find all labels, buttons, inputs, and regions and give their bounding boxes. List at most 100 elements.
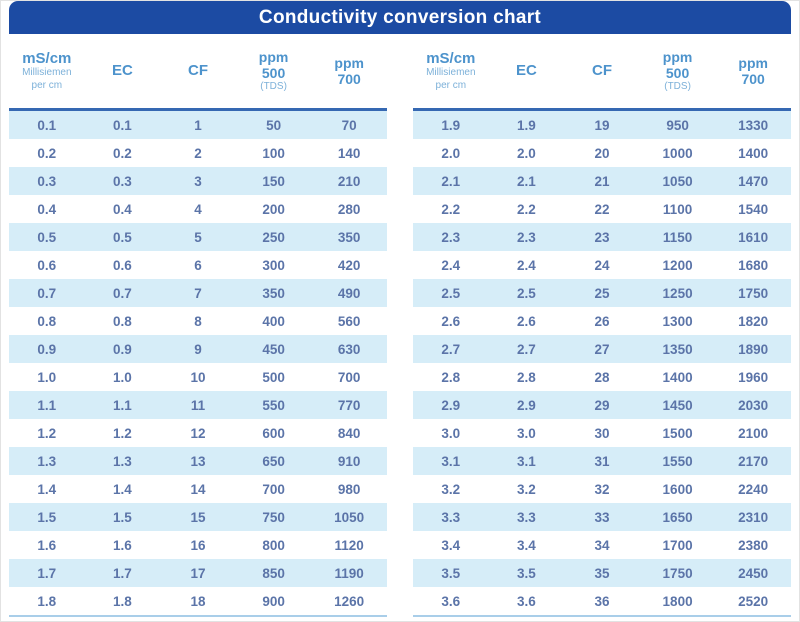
table-row: 3.4 3.4 34 1700 2380 xyxy=(413,531,791,559)
table-cell: 2450 xyxy=(738,565,769,581)
table-cell: 24 xyxy=(594,257,610,273)
header-ppm500: ppm 500 (TDS) xyxy=(640,49,716,94)
header-ms-cm-main: mS/cm xyxy=(426,49,476,67)
table-cell: 140 xyxy=(337,145,361,161)
table-cell: 1610 xyxy=(738,229,769,245)
table-row: 1.0 1.0 10 500 700 xyxy=(9,363,387,391)
table-cell: 2.2 xyxy=(517,201,536,217)
table-cell: 1350 xyxy=(662,341,693,357)
table-cell: 3 xyxy=(194,173,202,189)
table-cell: 29 xyxy=(594,397,610,413)
header-ppm700: ppm 700 xyxy=(715,55,791,87)
header-ppm500: ppm 500 (TDS) xyxy=(236,49,312,94)
header-cf-label: CF xyxy=(187,62,208,80)
table-cell: 1750 xyxy=(662,565,693,581)
table-cell: 31 xyxy=(594,453,610,469)
table-cell: 1.7 xyxy=(113,565,132,581)
table-cell: 1.4 xyxy=(113,481,132,497)
table-cell: 1250 xyxy=(662,285,693,301)
table-cell: 490 xyxy=(337,285,361,301)
table-cell: 560 xyxy=(337,313,361,329)
table-cell: 2520 xyxy=(738,593,769,609)
table-cell: 1200 xyxy=(662,257,693,273)
table-row: 1.6 1.6 16 800 1120 xyxy=(9,531,387,559)
table-cell: 1540 xyxy=(738,201,769,217)
table-cell: 1300 xyxy=(662,313,693,329)
header-ec: EC xyxy=(489,62,565,79)
table-cell: 2.3 xyxy=(441,229,461,245)
table-cell: 3.2 xyxy=(441,481,461,497)
table-cell: 34 xyxy=(594,537,610,553)
table-row: 3.5 3.5 35 1750 2450 xyxy=(413,559,791,587)
table-cell: 20 xyxy=(594,145,610,161)
table-cell: 840 xyxy=(337,425,361,441)
table-row: 2.1 2.1 21 1050 1470 xyxy=(413,167,791,195)
header-ppm700: ppm 700 xyxy=(311,55,387,87)
table-row: 0.3 0.3 3 150 210 xyxy=(9,167,387,195)
table-row: 3.0 3.0 30 1500 2100 xyxy=(413,419,791,447)
table-row: 0.2 0.2 2 100 140 xyxy=(9,139,387,167)
table-cell: 3.4 xyxy=(517,537,536,553)
header-ms-cm-sub2: per cm xyxy=(31,79,63,91)
table-cell: 1750 xyxy=(738,285,769,301)
table-cell: 2170 xyxy=(738,453,769,469)
header-ec: EC xyxy=(85,62,161,79)
table-cell: 0.9 xyxy=(113,341,132,357)
table-cell: 950 xyxy=(666,117,689,133)
table-cell: 1 xyxy=(194,117,202,133)
header-ppm500-line2: 500 xyxy=(261,64,286,81)
table-cell: 980 xyxy=(337,481,361,497)
header-ppm700-line1: ppm xyxy=(738,54,768,71)
table-row: 1.4 1.4 14 700 980 xyxy=(9,475,387,503)
table-cell: 32 xyxy=(594,481,610,497)
table-row: 3.1 3.1 31 1550 2170 xyxy=(413,447,791,475)
table-row: 1.7 1.7 17 850 1190 xyxy=(9,559,387,587)
table-row: 1.1 1.1 11 550 770 xyxy=(9,391,387,419)
table-body-left: 0.1 0.1 1 50 70 0.2 0.2 2 100 140 0.3 0.3 3 150 210 0.4… xyxy=(9,111,387,615)
table-cell: 1.5 xyxy=(113,509,132,525)
table-row: 0.9 0.9 9 450 630 xyxy=(9,335,387,363)
table-cell: 1.0 xyxy=(37,369,57,385)
table-cell: 1800 xyxy=(662,593,693,609)
table-row: 2.2 2.2 22 1100 1540 xyxy=(413,195,791,223)
table-row: 1.9 1.9 19 950 1330 xyxy=(413,111,791,139)
table-cell: 420 xyxy=(337,257,361,273)
table-cell: 1470 xyxy=(738,173,769,189)
table-cell: 1500 xyxy=(662,425,693,441)
table-cell: 1.2 xyxy=(113,425,132,441)
table-row: 3.3 3.3 33 1650 2310 xyxy=(413,503,791,531)
table-cell: 3.3 xyxy=(441,509,461,525)
table-cell: 3.0 xyxy=(517,425,536,441)
header-ppm500-line2: 500 xyxy=(665,64,690,81)
table-cell: 9 xyxy=(194,341,202,357)
header-cf: CF xyxy=(160,62,236,79)
table-cell: 0.9 xyxy=(37,341,57,357)
table-cell: 910 xyxy=(337,453,361,469)
table-row: 1.2 1.2 12 600 840 xyxy=(9,419,387,447)
table-cell: 0.4 xyxy=(37,201,57,217)
table-cell: 1.4 xyxy=(37,481,57,497)
table-row: 2.3 2.3 23 1150 1610 xyxy=(413,223,791,251)
table-cell: 1.3 xyxy=(113,453,132,469)
page-title: Conductivity conversion chart xyxy=(258,6,542,28)
table-row: 2.0 2.0 20 1000 1400 xyxy=(413,139,791,167)
table-cell: 350 xyxy=(337,229,361,245)
table-cell: 30 xyxy=(594,425,610,441)
table-cell: 1680 xyxy=(738,257,769,273)
table-cell: 1450 xyxy=(662,397,693,413)
table-cell: 3.4 xyxy=(441,537,461,553)
table-cell: 2 xyxy=(194,145,202,161)
table-cell: 280 xyxy=(337,201,361,217)
table-row: 0.7 0.7 7 350 490 xyxy=(9,279,387,307)
table-cell: 2.6 xyxy=(517,313,536,329)
table-cell: 2.8 xyxy=(517,369,536,385)
table-cell: 300 xyxy=(262,257,285,273)
table-cell: 2.1 xyxy=(441,173,461,189)
table-row: 1.8 1.8 18 900 1260 xyxy=(9,587,387,615)
table-cell: 200 xyxy=(262,201,285,217)
table-row: 0.1 0.1 1 50 70 xyxy=(9,111,387,139)
table-header-right: mS/cm Millisiemen per cm EC CF ppm 500 (… xyxy=(413,34,791,111)
header-ms-cm-main: mS/cm xyxy=(22,49,72,67)
table-cell: 700 xyxy=(337,369,361,385)
